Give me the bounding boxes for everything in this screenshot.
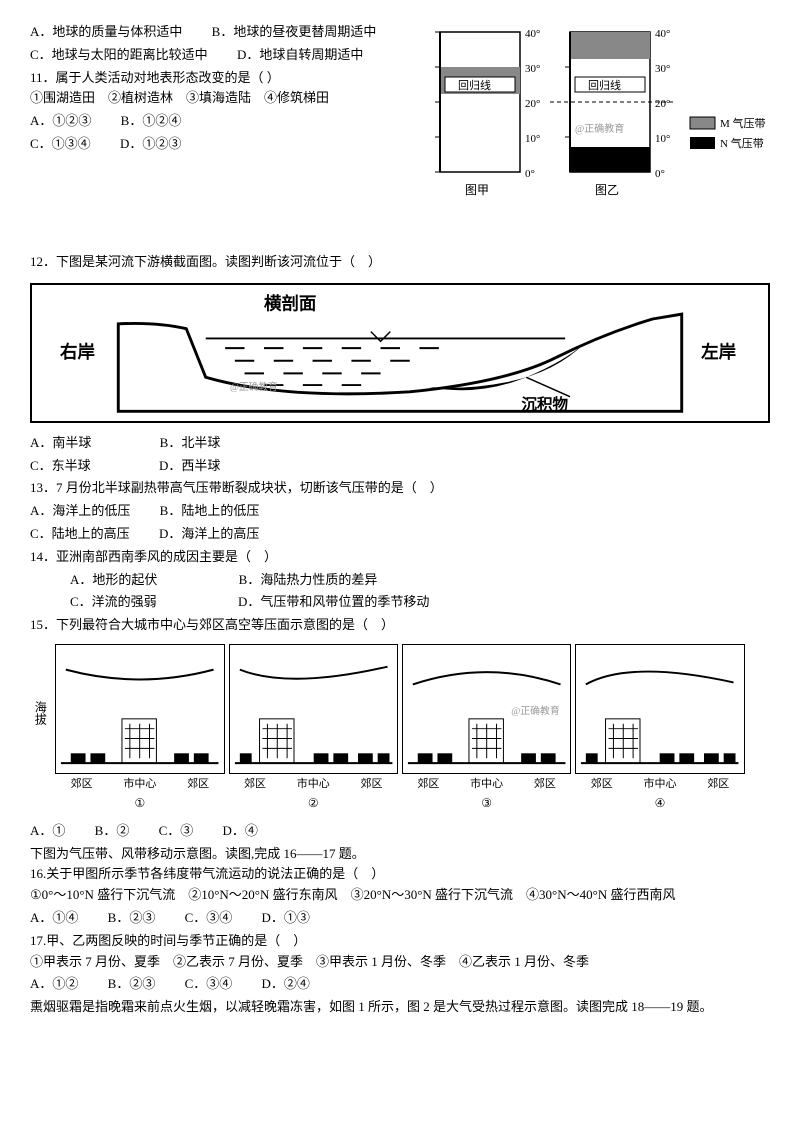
svg-text:@正确教育: @正确教育 <box>575 122 624 135</box>
q12-opt-b: B．北半球 <box>160 435 221 450</box>
svg-text:10°: 10° <box>655 133 670 145</box>
q17-opt-a: A．①② <box>30 976 78 991</box>
q12-opt-d: D．西半球 <box>159 458 220 473</box>
q11-opt-b: B．①②④ <box>121 113 182 128</box>
q16-opt-a: A．①④ <box>30 910 78 925</box>
urban-heat-island-panels: 海拔 郊区市中心郊区 ① <box>30 644 770 813</box>
q11-opt-c: C．①③④ <box>30 136 91 151</box>
svg-text:10°: 10° <box>525 133 540 145</box>
q16-items: ①0°～10°N 盛行下沉气流 ②10°N～20°N 盛行东南风 ③20°N～3… <box>30 885 770 906</box>
svg-text:回归线: 回归线 <box>588 78 621 92</box>
q11-opt-a: A．①②③ <box>30 113 91 128</box>
q12-stem: 12．下图是某河流下游横截面图。读图判断该河流位于（ ） <box>30 252 770 273</box>
svg-text:回归线: 回归线 <box>458 78 491 92</box>
svg-text:40°: 40° <box>655 28 670 40</box>
q14-opt-d: D．气压带和风带位置的季节移动 <box>238 594 429 609</box>
q15-opt-c: C．③ <box>159 823 194 838</box>
q15-opt-d: D．④ <box>223 823 258 838</box>
q17-stem: 17.甲、乙两图反映的时间与季节正确的是（ ） <box>30 931 770 952</box>
q14-opt-c: C．洋流的强弱 <box>70 594 157 609</box>
intro-18-19: 熏烟驱霜是指晚霜来前点火生烟，以减轻晚霜冻害，如图 1 所示，图 2 是大气受热… <box>30 997 770 1018</box>
q13-stem: 13．7 月份北半球副热带高气压带断裂成块状，切断该气压带的是（ ） <box>30 478 770 499</box>
q11-opt-d: D．①②③ <box>120 136 181 151</box>
pressure-belt-chart: 40° 30° 20° 10° 0° 回归线 图甲 40° 30° 20° 10… <box>410 22 770 209</box>
svg-text:横剖面: 横剖面 <box>264 293 316 313</box>
q13-opt-b: B．陆地上的低压 <box>160 503 260 518</box>
q17-items: ①甲表示 7 月份、夏季 ②乙表示 7 月份、夏季 ③甲表示 1 月份、冬季 ④… <box>30 952 770 973</box>
svg-text:20°: 20° <box>525 98 540 110</box>
q13-opt-a: A．海洋上的低压 <box>30 503 130 518</box>
q10-opt-d: D．地球自转周期适中 <box>237 47 363 62</box>
y-axis-label: 海拔 <box>30 701 49 755</box>
svg-text:左岸: 左岸 <box>701 342 736 362</box>
svg-text:图乙: 图乙 <box>595 183 619 197</box>
svg-text:N 气压带: N 气压带 <box>720 136 764 150</box>
q10-opt-a: A．地球的质量与体积适中 <box>30 24 182 39</box>
svg-text:0°: 0° <box>525 168 535 180</box>
q13-opt-c: C．陆地上的高压 <box>30 526 130 541</box>
svg-text:右岸: 右岸 <box>60 342 95 362</box>
svg-text:30°: 30° <box>655 63 670 75</box>
q17-opt-c: C．③④ <box>185 976 233 991</box>
q16-opt-b: B．②③ <box>108 910 156 925</box>
q14-stem: 14．亚洲南部西南季风的成因主要是（ ） <box>30 547 770 568</box>
q12-opt-a: A．南半球 <box>30 435 91 450</box>
q15-stem: 15．下列最符合大城市中心与郊区高空等压面示意图的是（ ） <box>30 615 770 636</box>
q13-opt-d: D．海洋上的高压 <box>159 526 259 541</box>
q16-opt-c: C．③④ <box>185 910 233 925</box>
svg-text:0°: 0° <box>655 168 665 180</box>
river-cross-section: 横剖面 右岸 左岸 沉积物 @正确教育 <box>30 283 770 423</box>
svg-text:@正确教育: @正确教育 <box>230 380 278 393</box>
intro-16-17: 下图为气压带、风带移动示意图。读图,完成 16——17 题。 <box>30 844 770 865</box>
q17-opt-d: D．②④ <box>262 976 310 991</box>
q16-stem: 16.关于甲图所示季节各纬度带气流运动的说法正确的是（ ） <box>30 864 770 885</box>
q11-stem: 11．属于人类活动对地表形态改变的是（ ） <box>30 68 410 89</box>
svg-text:30°: 30° <box>525 63 540 75</box>
svg-text:40°: 40° <box>525 28 540 40</box>
q15-opt-a: A．① <box>30 823 65 838</box>
q10-opt-c: C．地球与太阳的距离比较适中 <box>30 47 208 62</box>
svg-text:图甲: 图甲 <box>465 183 489 197</box>
svg-text:20°: 20° <box>655 98 670 110</box>
q11-items: ①围湖造田 ②植树造林 ③填海造陆 ④修筑梯田 <box>30 88 410 109</box>
svg-text:@正确教育: @正确教育 <box>511 704 560 717</box>
svg-text:M 气压带: M 气压带 <box>720 116 766 130</box>
q14-opt-a: A．地形的起伏 <box>70 572 157 587</box>
q17-opt-b: B．②③ <box>108 976 156 991</box>
q12-opt-c: C．东半球 <box>30 458 91 473</box>
q15-opt-b: B．② <box>95 823 130 838</box>
q16-opt-d: D．①③ <box>262 910 310 925</box>
q14-opt-b: B．海陆热力性质的差异 <box>239 572 378 587</box>
q10-opt-b: B．地球的昼夜更替周期适中 <box>212 24 377 39</box>
svg-text:沉积物: 沉积物 <box>521 394 568 413</box>
